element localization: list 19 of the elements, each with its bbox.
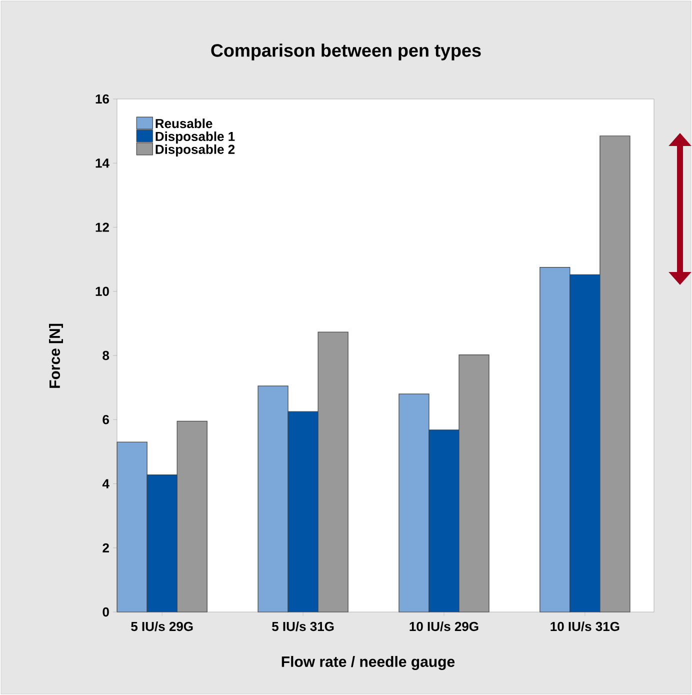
y-tick-label: 2: [102, 543, 109, 552]
chart-title: Comparison between pen types: [211, 44, 481, 60]
y-axis-title: Force [N]: [49, 324, 63, 388]
y-tick-label: 14: [96, 158, 110, 168]
y-tick-label: 0: [102, 607, 109, 617]
y-tick-label: 6: [102, 415, 109, 424]
y-tick-label: 12: [96, 222, 109, 232]
legend-label: Disposable 1: [156, 132, 235, 144]
y-tick-label: 10: [96, 286, 109, 296]
y-tick-label: 16: [96, 94, 109, 104]
x-axis-title: Flow rate / needle gauge: [282, 656, 455, 670]
x-tick-label: 10 IU/s 29G: [410, 622, 478, 632]
x-tick-label: 5 IU/s 29G: [131, 622, 193, 632]
x-tick-label: 10 IU/s 31G: [550, 622, 620, 632]
legend-label: Reusable: [156, 118, 212, 128]
y-tick-label: 4: [102, 479, 110, 488]
x-tick-label: 5 IU/s 31G: [272, 622, 334, 632]
legend-label: Disposable 2: [156, 144, 235, 157]
y-tick-label: 8: [102, 350, 110, 360]
